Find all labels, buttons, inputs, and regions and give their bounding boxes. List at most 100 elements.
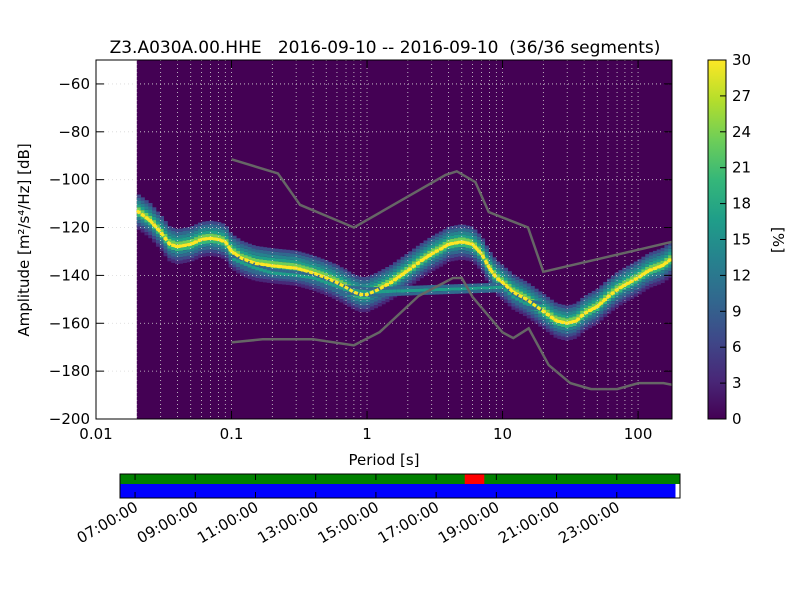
heatmap-cell	[534, 307, 539, 311]
heatmap-cell	[278, 277, 283, 282]
heatmap-cell	[526, 312, 531, 316]
heatmap-cell	[587, 321, 593, 325]
heatmap-cell	[542, 326, 547, 330]
heatmap-cell	[305, 256, 310, 261]
heatmap-cell	[171, 259, 176, 263]
heatmap-cell	[282, 281, 287, 285]
heatmap-cell	[186, 233, 191, 237]
heatmap-cell	[645, 270, 650, 274]
heatmap-cell	[377, 277, 382, 281]
heatmap-cell	[255, 258, 260, 263]
heatmap-cell	[163, 243, 168, 247]
heatmap-cell	[480, 267, 486, 271]
heatmap-cell	[633, 261, 638, 265]
heatmap-cell	[496, 264, 501, 268]
heatmap-cell	[347, 271, 352, 275]
heatmap-cell	[236, 270, 241, 274]
heatmap-cell	[564, 308, 570, 312]
heatmap-cell	[507, 271, 512, 275]
heatmap-cell	[381, 293, 386, 297]
heatmap-cell	[591, 313, 596, 317]
heatmap-cell	[645, 260, 650, 264]
heatmap-cell	[175, 235, 180, 239]
heatmap-cell	[262, 250, 268, 254]
heatmap-cell	[175, 241, 180, 245]
heatmap-cell	[190, 245, 195, 249]
heatmap-cell	[385, 286, 390, 290]
heatmap-cell	[431, 245, 436, 249]
heatmap-cell	[499, 277, 505, 281]
heatmap-cell	[515, 297, 520, 301]
heatmap-cell	[652, 260, 658, 264]
heatmap-cell	[285, 262, 291, 266]
heatmap-cell	[656, 259, 661, 263]
heatmap-cell	[140, 229, 145, 233]
heatmap-cell	[652, 276, 658, 280]
heatmap-cell	[163, 246, 168, 250]
heatmap-cell	[668, 245, 673, 249]
heatmap-cell	[327, 287, 333, 291]
heatmap-cell	[144, 203, 149, 207]
heatmap-cell	[240, 247, 245, 251]
heatmap-cell	[327, 293, 333, 298]
heatmap-cell	[362, 308, 367, 313]
heatmap-cell	[580, 323, 585, 327]
heatmap-cell	[178, 231, 184, 235]
heatmap-cell	[610, 281, 616, 286]
heatmap-cell	[152, 216, 157, 221]
heatmap-cell	[255, 249, 260, 253]
heatmap-cell	[354, 294, 359, 298]
heatmap-cell	[297, 257, 302, 262]
heatmap-cell	[542, 319, 547, 323]
heatmap-cell	[305, 285, 310, 289]
heatmap-cell	[159, 244, 164, 249]
heatmap-cell	[404, 276, 409, 280]
heatmap-cell	[316, 274, 321, 279]
heatmap-cell	[362, 283, 367, 287]
heatmap-cell	[289, 253, 294, 257]
heatmap-cell	[415, 258, 421, 262]
heatmap-cell	[293, 263, 298, 267]
heatmap-cell	[343, 282, 348, 286]
heatmap-cell	[584, 301, 589, 305]
heatmap-cell	[369, 277, 375, 282]
heatmap-cell	[618, 276, 623, 280]
heatmap-cell	[415, 268, 421, 272]
heatmap-cell	[576, 326, 581, 331]
heatmap-cell	[584, 295, 589, 299]
heatmap-cell	[454, 257, 459, 261]
heatmap-cell	[232, 238, 237, 243]
heatmap-cell	[240, 264, 245, 268]
heatmap-cell	[549, 302, 554, 307]
heatmap-cell	[312, 281, 317, 285]
heatmap-cell	[660, 247, 665, 252]
heatmap-cell	[454, 247, 459, 251]
heatmap-cell	[366, 302, 371, 306]
heatmap-cell	[454, 225, 459, 229]
heatmap-cell	[572, 326, 577, 330]
heatmap-cell	[282, 275, 287, 279]
heatmap-cell	[503, 274, 509, 278]
heatmap-cell	[610, 304, 616, 308]
heatmap-cell	[343, 298, 348, 302]
heatmap-cell	[392, 286, 398, 290]
heatmap-cell	[178, 238, 184, 242]
heatmap-cell	[320, 265, 325, 269]
heatmap-cell	[381, 297, 386, 302]
heatmap-cell	[205, 237, 210, 241]
heatmap-cell	[419, 246, 424, 250]
heatmap-cell	[224, 226, 229, 230]
heatmap-cell	[599, 314, 604, 318]
y-tick-label: −80	[58, 123, 90, 141]
heatmap-cell	[427, 257, 432, 261]
heatmap-cell	[251, 277, 256, 281]
heatmap-cell	[473, 289, 478, 294]
heatmap-cell	[148, 215, 153, 220]
heatmap-cell	[148, 212, 153, 216]
heatmap-cell	[446, 230, 451, 234]
heatmap-cell	[366, 279, 371, 283]
heatmap-cell	[343, 269, 348, 273]
heatmap-cell	[534, 314, 539, 318]
heatmap-cell	[408, 276, 413, 281]
heatmap-cell	[224, 258, 229, 262]
